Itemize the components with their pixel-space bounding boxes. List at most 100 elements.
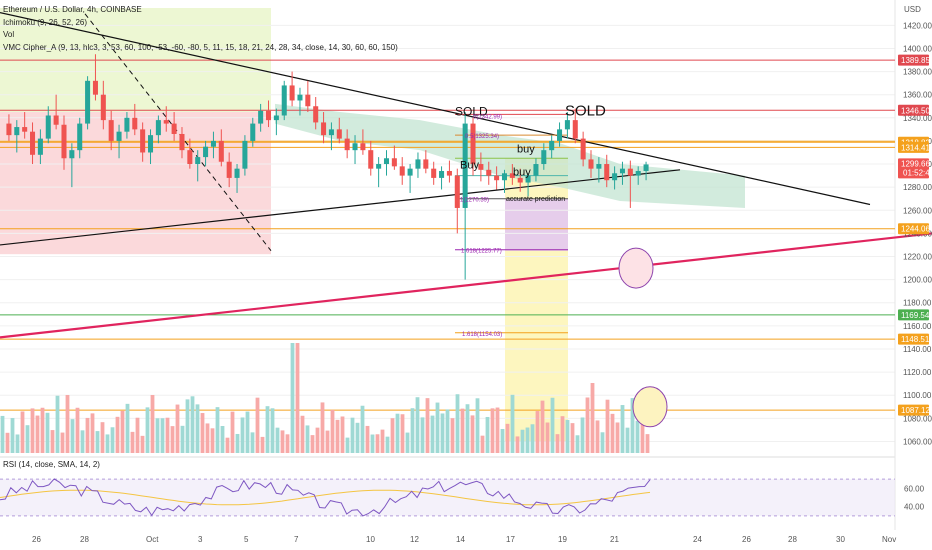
ascending-trendline — [0, 169, 681, 246]
volume-bar — [485, 416, 490, 453]
volume-bar — [600, 432, 605, 453]
current-price-tag — [898, 158, 929, 179]
descending-trendline — [0, 12, 871, 206]
candle-body — [368, 150, 374, 169]
chart-legend: Ethereum / U.S. Dollar, 4h, COINBASE Ich… — [3, 4, 398, 54]
volume-bar — [385, 436, 390, 453]
candle-body — [336, 129, 342, 139]
price-tag-label: 1244.06 — [901, 225, 930, 234]
candle-body — [344, 138, 350, 151]
candle-body — [85, 80, 91, 124]
countdown-label: 01:52:40 — [903, 168, 932, 177]
rsi-line — [0, 478, 651, 517]
candle-body — [462, 123, 468, 208]
candle-body — [407, 168, 413, 176]
candle-body — [352, 143, 358, 151]
volume-bar — [280, 430, 285, 453]
candle-body — [226, 161, 232, 178]
volume-bar — [175, 404, 180, 453]
volume-bar — [5, 432, 10, 453]
price-tag — [898, 404, 929, 416]
volume-bar — [455, 394, 460, 453]
volume-bar — [210, 428, 215, 453]
volume-bar — [470, 415, 475, 453]
candle-body — [30, 131, 36, 155]
price-tick: 1400.00 — [903, 44, 932, 53]
candle-body — [242, 140, 248, 169]
price-tag — [898, 54, 929, 66]
rsi-pane — [0, 478, 895, 517]
volume-bar — [430, 415, 435, 453]
volume-bar — [565, 419, 570, 453]
price-tick: 1200.00 — [903, 276, 932, 285]
volume-bar — [200, 413, 205, 453]
highlight-circle — [632, 386, 668, 428]
volume-bar — [390, 418, 395, 453]
volume-bar — [165, 417, 170, 453]
volume-bar — [340, 416, 345, 453]
candle-body — [53, 115, 59, 125]
candle-body — [328, 129, 334, 136]
volume-bar — [0, 415, 5, 453]
volume-bar — [240, 417, 245, 453]
candle-body — [37, 138, 43, 155]
volume-bar — [615, 422, 620, 453]
volume-bar — [190, 396, 195, 453]
volume-bar — [125, 403, 130, 453]
volume-bar — [580, 417, 585, 453]
volume-bar — [75, 407, 80, 453]
volume-bar — [490, 408, 495, 453]
time-tick: 26 — [742, 535, 751, 544]
volume-bar — [395, 413, 400, 453]
highlight-circle — [618, 247, 654, 289]
volume-bar — [555, 434, 560, 453]
volume-bar — [250, 432, 255, 453]
candle-body — [132, 117, 138, 130]
volume-bar — [350, 417, 355, 453]
volume-bar — [170, 426, 175, 453]
volume-bar — [15, 434, 20, 453]
time-axis: 26 28 Oct 3 5 7 10 12 14 17 19 21 24 26 28 30 Nov — [32, 535, 896, 544]
volume-bar — [45, 412, 50, 453]
time-tick: 21 — [610, 535, 619, 544]
volume-bar — [295, 343, 300, 453]
volume-bar — [575, 435, 580, 453]
volume-bar — [525, 427, 530, 453]
time-tick: 30 — [836, 535, 845, 544]
volume-bar — [645, 434, 650, 453]
candle-body — [265, 110, 272, 121]
volume-bar — [60, 432, 65, 453]
time-tick: 3 — [198, 535, 203, 544]
volume-bar — [410, 408, 415, 453]
price-tag — [898, 104, 929, 116]
volume-bar — [10, 418, 15, 453]
volume-bar — [510, 394, 515, 453]
volume-bar — [130, 431, 135, 453]
volume-bar — [605, 399, 610, 453]
volume-bar — [570, 423, 575, 453]
volume-bar — [630, 398, 635, 453]
candle-body — [289, 85, 295, 101]
candle-body — [619, 168, 625, 174]
legend-vol: Vol — [3, 30, 15, 39]
volume-bar — [115, 416, 120, 453]
volume-bar — [400, 414, 405, 453]
volume-bar — [300, 415, 305, 453]
candle-body — [549, 140, 555, 151]
candle-body — [234, 168, 240, 178]
candle-body — [116, 131, 122, 141]
volume-bar — [120, 410, 125, 453]
volume-bar — [140, 435, 145, 453]
volume-bars — [0, 343, 650, 453]
volume-bar — [160, 418, 165, 453]
candle-body — [22, 127, 28, 132]
price-tick: 1360.00 — [903, 91, 932, 100]
volume-bar — [265, 406, 270, 453]
volume-bar — [65, 394, 70, 453]
candle-body — [431, 168, 437, 178]
volume-bar — [135, 417, 140, 453]
volume-bar — [105, 434, 110, 453]
candle-body — [501, 173, 507, 181]
candle-body — [454, 175, 460, 208]
